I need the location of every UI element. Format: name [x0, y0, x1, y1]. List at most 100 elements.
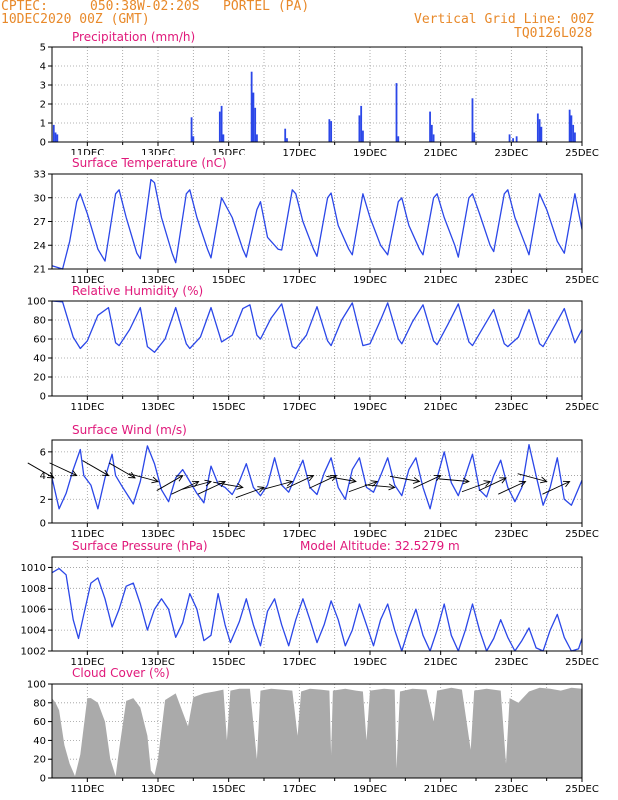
wind-arrowhead: [483, 480, 492, 487]
temperature-ytick-label: 30: [33, 193, 46, 204]
precipitation-xtick-label: 17DEC: [282, 148, 316, 159]
wind-arrow: [348, 481, 378, 493]
wind-arrow: [413, 475, 441, 489]
wind-arrowhead: [499, 477, 507, 484]
wind-arrow: [389, 475, 420, 482]
pressure-ytick-label: 1002: [21, 647, 46, 658]
wind-arrowhead: [349, 477, 357, 484]
wind-xtick-label: 17DEC: [282, 529, 316, 540]
header-location: 050:38W-02:20S PORTEL (PA): [90, 0, 310, 14]
precipitation-bar: [56, 134, 59, 142]
precipitation-ytick-label: 0: [40, 138, 46, 149]
cloud-cover-ytick-label: 100: [27, 680, 46, 691]
humidity-title: Relative Humidity (%): [72, 284, 203, 298]
pressure-ytick-label: 1008: [21, 584, 46, 595]
cloud-cover-xtick-label: 25DEC: [565, 784, 599, 795]
precipitation-bar: [508, 134, 511, 142]
humidity-ytick-label: 20: [33, 373, 46, 384]
wind-line: [51, 444, 583, 510]
wind-arrowhead: [285, 479, 294, 487]
precipitation-bar: [222, 134, 225, 142]
humidity-ytick-label: 100: [27, 297, 46, 308]
wind-arrow: [235, 487, 265, 499]
pressure-ytick-label: 1010: [21, 563, 46, 574]
wind-arrowhead: [47, 472, 55, 479]
wind-arrow: [326, 475, 356, 482]
humidity-xtick-label: 11DEC: [70, 402, 104, 413]
header-grid-note: Vertical Grid Line: 00Z: [414, 12, 595, 27]
wind-arrowhead: [433, 474, 442, 482]
precipitation-bar: [54, 132, 57, 142]
wind-arrow: [49, 462, 77, 476]
temperature-xtick-label: 13DEC: [141, 275, 175, 286]
wind-arrow: [108, 462, 136, 479]
pressure-xtick-label: 13DEC: [141, 657, 175, 668]
precipitation-bar: [284, 128, 287, 142]
cloud-cover-xtick-label: 11DEC: [70, 784, 104, 795]
wind-title-bg: [70, 423, 210, 439]
humidity-line: [51, 300, 583, 353]
cloud-cover-ytick-label: 60: [33, 717, 46, 728]
wind-xtick-label: 13DEC: [141, 529, 175, 540]
temperature-xtick-label: 17DEC: [282, 275, 316, 286]
precipitation-panel: 0 1 2 3 4 5 11DEC 13DEC 15DEC 17DEC 19DEC 21DEC 23DE…: [40, 30, 599, 159]
wind-arrow: [542, 481, 570, 495]
temperature-ytick-label: 33: [33, 170, 46, 181]
wind-arrow: [128, 473, 159, 482]
wind-arrow: [517, 473, 547, 482]
wind-arrow: [364, 484, 395, 488]
wind-arrowhead: [329, 474, 338, 482]
wind-arrowhead: [370, 480, 379, 487]
humidity-xtick-label: 23DEC: [494, 402, 528, 413]
precipitation-bar: [536, 113, 539, 142]
wind-title: Surface Wind (m/s): [72, 423, 187, 437]
precipitation-xtick-label: 25DEC: [565, 148, 599, 159]
precipitation-bar: [570, 115, 573, 142]
humidity-frame: [51, 300, 583, 397]
wind-arrow: [156, 475, 183, 491]
precipitation-bar: [360, 105, 363, 142]
precipitation-bar: [512, 138, 514, 142]
wind-arrow: [478, 477, 507, 492]
precipitation-bar: [572, 124, 575, 142]
pressure-ytick-label: 1004: [21, 626, 46, 637]
wind-arrowhead: [518, 480, 527, 488]
wind-arrow: [263, 481, 293, 490]
precipitation-bar: [473, 132, 476, 142]
humidity-panel: 0 20 40 60 80 100 11DEC 13DEC 15DEC 17DEC 19DEC 21D…: [27, 284, 599, 413]
pressure-title-bg: [70, 539, 310, 555]
cloud-cover-xtick-label: 19DEC: [353, 784, 387, 795]
wind-xtick-label: 11DEC: [70, 529, 104, 540]
pressure-xtick-label: 11DEC: [70, 657, 104, 668]
wind-arrowhead: [388, 483, 396, 491]
precipitation-bar: [538, 119, 541, 142]
precipitation-xtick-label: 21DEC: [424, 148, 458, 159]
precipitation-bar: [252, 92, 255, 142]
wind-arrowhead: [462, 477, 470, 485]
wind-arrowhead: [218, 480, 226, 488]
humidity-xtick-label: 15DEC: [212, 402, 246, 413]
cloud-cover-xtick-label: 13DEC: [141, 784, 175, 795]
wind-arrowhead: [236, 483, 244, 490]
wind-arrow: [82, 460, 109, 476]
wind-arrow: [171, 481, 199, 495]
wind-arrowhead: [69, 470, 78, 477]
precipitation-title-bg: [70, 30, 222, 46]
humidity-ytick-label: 0: [40, 392, 46, 403]
precipitation-xtick-label: 15DEC: [212, 148, 246, 159]
humidity-ytick-label: 60: [33, 335, 46, 346]
humidity-ytick-label: 80: [33, 316, 46, 327]
cloud-cover-ytick-label: 20: [33, 755, 46, 766]
precipitation-title: Precipitation (mm/h): [72, 30, 195, 44]
precipitation-bar: [220, 105, 223, 142]
temperature-title-bg: [70, 155, 250, 171]
pressure-title: Surface Pressure (hPa): [72, 539, 208, 553]
temperature-title: Surface Temperature (nC): [72, 156, 227, 170]
humidity-xtick-label: 13DEC: [141, 402, 175, 413]
wind-arrowhead: [191, 480, 200, 488]
precipitation-bar: [471, 98, 474, 142]
cloud-cover-xtick-label: 15DEC: [212, 784, 246, 795]
precipitation-frame: [51, 46, 583, 143]
pressure-ytick-label: 1006: [21, 605, 46, 616]
wind-arrowhead: [257, 486, 265, 493]
